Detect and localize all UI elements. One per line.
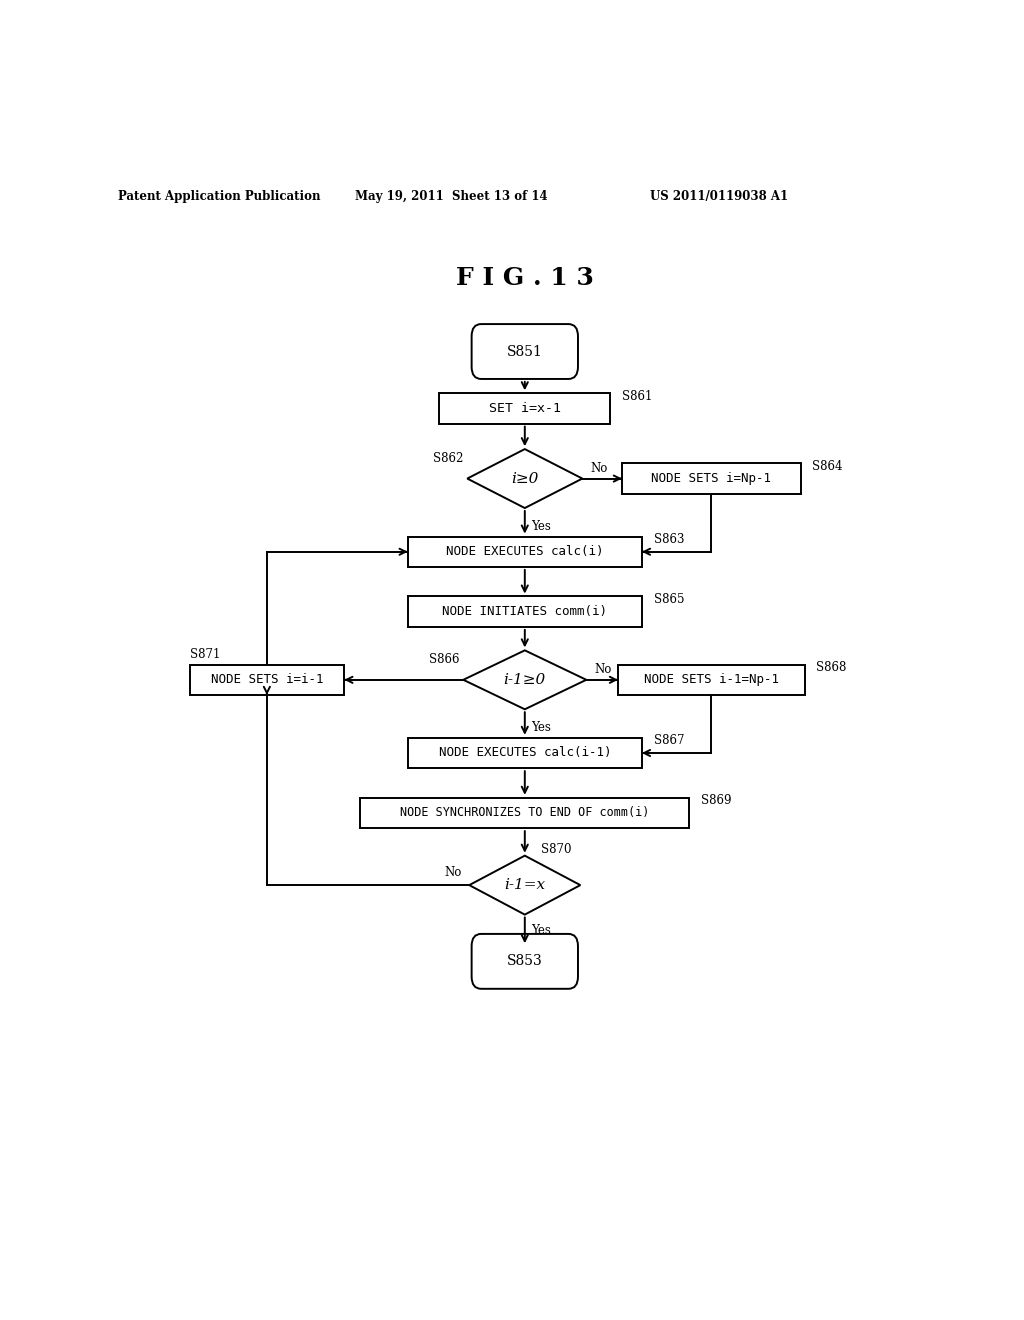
Text: S862: S862	[433, 451, 463, 465]
Polygon shape	[469, 855, 581, 915]
Text: US 2011/0119038 A1: US 2011/0119038 A1	[650, 190, 788, 202]
Text: S870: S870	[541, 843, 571, 857]
FancyBboxPatch shape	[472, 935, 578, 989]
Text: S863: S863	[653, 533, 684, 546]
Bar	[360, 797, 689, 828]
Bar	[408, 738, 642, 768]
Bar	[189, 664, 344, 696]
Text: May 19, 2011  Sheet 13 of 14: May 19, 2011 Sheet 13 of 14	[355, 190, 548, 202]
Text: SET i=x-1: SET i=x-1	[488, 401, 561, 414]
Text: Yes: Yes	[531, 721, 551, 734]
Polygon shape	[463, 651, 587, 709]
Text: i-1≥0: i-1≥0	[504, 673, 546, 686]
Text: S864: S864	[812, 459, 843, 473]
FancyBboxPatch shape	[472, 325, 578, 379]
Polygon shape	[467, 449, 583, 508]
Text: F I G . 1 3: F I G . 1 3	[456, 267, 594, 290]
Bar	[622, 463, 801, 494]
Text: NODE SETS i-1=Np-1: NODE SETS i-1=Np-1	[644, 673, 779, 686]
Text: i≥0: i≥0	[511, 471, 539, 486]
Text: NODE INITIATES comm(i): NODE INITIATES comm(i)	[442, 605, 607, 618]
Text: NODE SETS i=Np-1: NODE SETS i=Np-1	[651, 473, 771, 484]
Text: S867: S867	[653, 734, 684, 747]
Text: S865: S865	[653, 593, 684, 606]
Text: NODE EXECUTES calc(i-1): NODE EXECUTES calc(i-1)	[438, 747, 611, 759]
Text: i-1=x: i-1=x	[504, 878, 546, 892]
Text: Yes: Yes	[531, 520, 551, 533]
Text: S851: S851	[507, 345, 543, 359]
Text: S853: S853	[507, 954, 543, 969]
Text: S869: S869	[701, 795, 732, 808]
Bar	[618, 664, 805, 696]
Text: No: No	[444, 866, 461, 879]
Text: S866: S866	[429, 653, 460, 667]
Text: S868: S868	[816, 661, 847, 675]
Text: NODE EXECUTES calc(i): NODE EXECUTES calc(i)	[446, 545, 603, 558]
Bar	[439, 393, 610, 424]
Text: NODE SYNCHRONIZES TO END OF comm(i): NODE SYNCHRONIZES TO END OF comm(i)	[400, 807, 649, 820]
Text: NODE SETS i=i-1: NODE SETS i=i-1	[211, 673, 324, 686]
Text: S861: S861	[622, 389, 652, 403]
Text: Patent Application Publication: Patent Application Publication	[118, 190, 321, 202]
Text: No: No	[590, 462, 607, 475]
Bar	[408, 536, 642, 568]
Bar	[408, 597, 642, 627]
Text: Yes: Yes	[531, 924, 551, 937]
Text: S871: S871	[189, 648, 220, 661]
Text: No: No	[594, 663, 611, 676]
